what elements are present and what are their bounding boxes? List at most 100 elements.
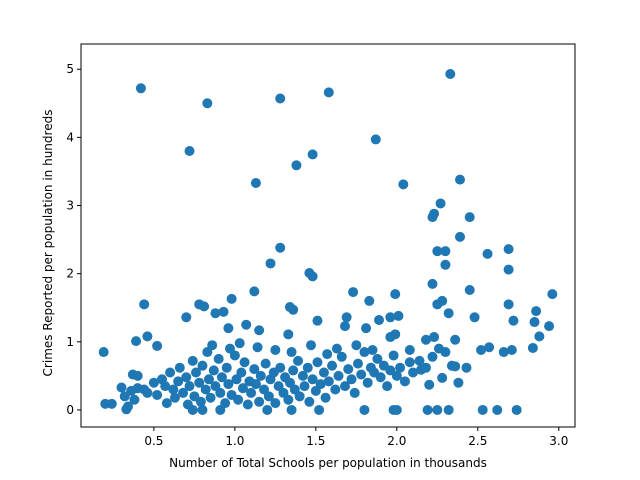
scatter-point bbox=[203, 374, 214, 385]
scatter-point bbox=[216, 372, 227, 383]
y-tick-label: 1 bbox=[66, 335, 74, 349]
scatter-point bbox=[511, 404, 522, 415]
scatter-point bbox=[547, 289, 558, 300]
scatter-point bbox=[233, 394, 244, 405]
scatter-point bbox=[315, 379, 326, 390]
scatter-point bbox=[265, 258, 276, 269]
scatter-point bbox=[314, 404, 325, 415]
scatter-point bbox=[333, 370, 344, 381]
scatter-point bbox=[98, 347, 109, 358]
scatter-point bbox=[362, 377, 373, 388]
scatter-point bbox=[427, 278, 438, 289]
scatter-point bbox=[450, 334, 461, 345]
scatter-point bbox=[286, 347, 297, 358]
scatter-point bbox=[506, 344, 517, 355]
scatter-point bbox=[286, 404, 297, 415]
y-tick-label: 0 bbox=[66, 403, 74, 417]
scatter-point bbox=[404, 344, 415, 355]
scatter-point bbox=[182, 399, 193, 410]
scatter-point bbox=[331, 343, 342, 354]
scatter-point bbox=[241, 319, 252, 330]
scatter-point bbox=[135, 83, 146, 94]
scatter-point bbox=[215, 387, 226, 398]
scatter-point bbox=[142, 331, 153, 342]
scatter-point bbox=[424, 379, 435, 390]
scatter-point bbox=[148, 377, 159, 388]
scatter-point bbox=[194, 377, 205, 388]
scatter-point bbox=[246, 387, 257, 398]
scatter-point bbox=[197, 360, 208, 371]
scatter-point bbox=[375, 372, 386, 383]
scatter-point bbox=[440, 246, 451, 257]
scatter-point bbox=[327, 360, 338, 371]
scatter-point bbox=[503, 264, 514, 275]
scatter-point bbox=[142, 387, 153, 398]
scatter-point bbox=[254, 396, 265, 407]
scatter-point bbox=[249, 364, 260, 375]
scatter-point bbox=[348, 287, 359, 298]
scatter-point bbox=[534, 331, 545, 342]
scatter-point bbox=[152, 340, 163, 351]
scatter-point bbox=[312, 357, 323, 368]
scatter-point bbox=[187, 355, 198, 366]
scatter-point bbox=[432, 404, 443, 415]
scatter-point bbox=[242, 399, 253, 410]
scatter-point bbox=[429, 332, 440, 343]
scatter-point bbox=[382, 381, 393, 392]
scatter-point bbox=[323, 87, 334, 98]
scatter-point bbox=[399, 376, 410, 387]
scatter-point bbox=[391, 370, 402, 381]
scatter-point bbox=[190, 367, 201, 378]
scatter-point bbox=[160, 381, 171, 392]
scatter-point bbox=[531, 306, 542, 317]
y-axis-label: Crimes Reported per population in hundre… bbox=[41, 110, 55, 377]
y-tick-label: 5 bbox=[66, 62, 74, 76]
scatter-point bbox=[388, 350, 399, 361]
scatter-point bbox=[437, 295, 448, 306]
scatter-point bbox=[132, 370, 143, 381]
scatter-point bbox=[302, 362, 313, 373]
scatter-point bbox=[275, 362, 286, 373]
scatter-point bbox=[318, 367, 329, 378]
scatter-point bbox=[223, 379, 234, 390]
scatter-point bbox=[260, 358, 271, 369]
scatter-point bbox=[340, 381, 351, 392]
scatter-point bbox=[283, 329, 294, 340]
scatter-point bbox=[492, 404, 503, 415]
scatter-point bbox=[455, 231, 466, 242]
scatter-point bbox=[408, 367, 419, 378]
scatter-point bbox=[236, 367, 247, 378]
scatter-point bbox=[218, 306, 229, 317]
scatter-point bbox=[116, 382, 127, 393]
scatter-point bbox=[469, 312, 480, 323]
x-tick-label: 0.5 bbox=[144, 434, 163, 448]
x-tick-label: 2.5 bbox=[468, 434, 487, 448]
scatter-point bbox=[427, 212, 438, 223]
scatter-point bbox=[299, 381, 310, 392]
scatter-point bbox=[262, 404, 273, 415]
scatter-point bbox=[200, 384, 211, 395]
scatter-point bbox=[275, 93, 286, 104]
scatter-point bbox=[322, 349, 333, 360]
scatter-point bbox=[202, 98, 213, 109]
scatter-point bbox=[544, 321, 555, 332]
scatter-point bbox=[221, 362, 232, 373]
scatter-point bbox=[250, 178, 261, 189]
scatter-point bbox=[255, 370, 266, 381]
x-tick-label: 1.0 bbox=[225, 434, 244, 448]
scatter-point bbox=[453, 377, 464, 388]
scatter-point bbox=[508, 315, 519, 326]
scatter-point bbox=[237, 383, 248, 394]
scatter-point bbox=[484, 342, 495, 353]
scatter-point bbox=[336, 351, 347, 362]
scatter-point bbox=[234, 338, 245, 349]
scatter-point bbox=[165, 367, 176, 378]
scatter-point bbox=[440, 347, 451, 358]
scatter-point bbox=[340, 321, 351, 332]
scatter-point bbox=[305, 340, 316, 351]
scatter-point bbox=[364, 295, 375, 306]
scatter-point bbox=[210, 308, 221, 319]
scatter-point bbox=[374, 315, 385, 326]
scatter-point bbox=[199, 301, 210, 312]
